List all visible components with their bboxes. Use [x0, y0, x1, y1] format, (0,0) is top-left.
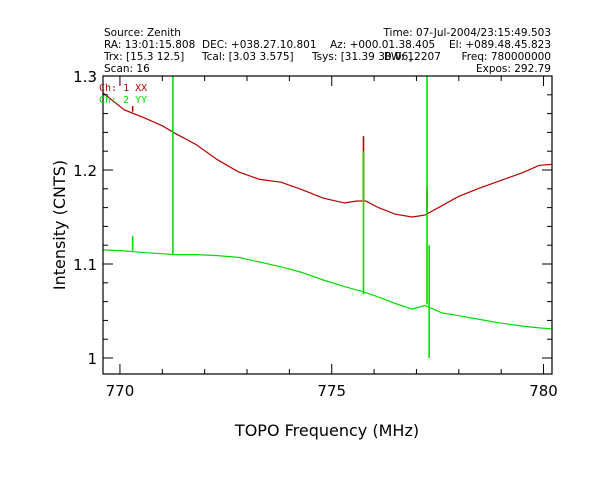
header-dec: DEC: +038.27.10.801 [202, 39, 317, 51]
x-tick-label: 780 [529, 382, 558, 400]
header-scan: Scan: 16 [104, 63, 150, 75]
header-ra: RA: 13:01:15.808 [104, 39, 195, 51]
legend-entry-ch2: Ch: 2 YY [99, 95, 147, 106]
axis-ticks: 770 775 780 1 1.1 1.2 1.3 [73, 68, 558, 400]
x-tick-label: 770 [106, 382, 135, 400]
header-bw: BW: 12207 [384, 51, 441, 63]
plot-frame [102, 75, 553, 375]
y-tick-label: 1 [87, 350, 97, 368]
header-freq: Freq: 780000000 [462, 51, 552, 63]
y-axis-title: Intensity (CNTS) [50, 160, 69, 290]
x-axis-title: TOPO Frequency (MHz) [234, 421, 419, 440]
header-trx: Trx: [15.3 12.5] [103, 51, 184, 63]
header-time: Time: 07-Jul-2004/23:15:49.503 [382, 27, 551, 39]
x-tick-label: 775 [317, 382, 346, 400]
header-tsys: Tsys: [31.39 30.06] [311, 51, 412, 63]
y-tick-label: 1.1 [73, 256, 97, 274]
header-expos: Expos: 292.79 [476, 63, 551, 75]
plot-series-group [103, 76, 552, 359]
header-source: Source: Zenith [104, 27, 181, 39]
y-tick-label: 1.2 [73, 162, 97, 180]
y-tick-label: 1.3 [73, 68, 97, 86]
series-line-ch1 [103, 92, 552, 218]
legend-entry-ch1: Ch: 1 XX [99, 83, 147, 94]
header-tcal: Tcal: [3.03 3.575] [201, 51, 294, 63]
series-line-ch2 [103, 249, 552, 330]
header-az: Az: +000.01.38.405 [330, 39, 435, 51]
header-el: El: +089.48.45.823 [449, 39, 551, 51]
